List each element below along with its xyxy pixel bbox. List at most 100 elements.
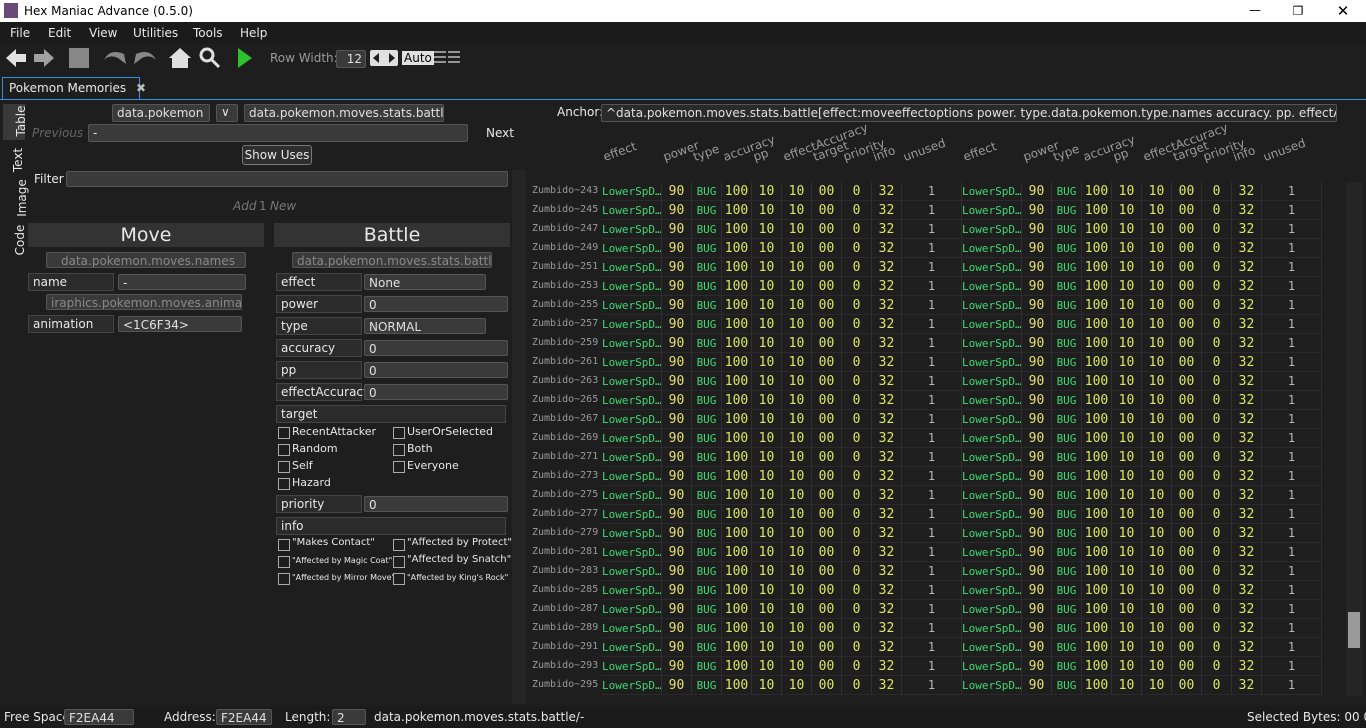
grid-cell[interactable]: 10 — [782, 619, 812, 638]
grid-cell[interactable]: 0 — [842, 334, 872, 353]
grid-cell[interactable]: BUG — [1052, 581, 1082, 600]
grid-cell[interactable]: 100 — [722, 467, 752, 486]
grid-cell[interactable]: 32 — [1232, 600, 1262, 619]
grid-cell[interactable]: 100 — [1082, 448, 1112, 467]
grid-cell[interactable]: 10 — [782, 277, 812, 296]
grid-cell[interactable]: 10 — [782, 239, 812, 258]
minimize-button[interactable]: — — [1249, 3, 1261, 17]
grid-cell[interactable]: 1 — [1262, 182, 1322, 201]
grid-cell[interactable]: 90 — [662, 220, 692, 239]
grid-cell[interactable]: BUG — [692, 467, 722, 486]
grid-cell[interactable]: 00 — [812, 372, 842, 391]
grid-cell[interactable]: 100 — [722, 201, 752, 220]
grid-cell[interactable]: 90 — [1022, 391, 1052, 410]
grid-cell[interactable]: 10 — [1142, 239, 1172, 258]
grid-cell[interactable]: 90 — [662, 619, 692, 638]
grid-cell[interactable]: BUG — [1052, 448, 1082, 467]
grid-cell[interactable]: 0 — [1202, 277, 1232, 296]
menu-item[interactable]: Utilities — [133, 26, 179, 40]
grid-cell[interactable]: 10 — [1112, 524, 1142, 543]
grid-cell[interactable]: BUG — [1052, 524, 1082, 543]
grid-cell[interactable]: 0 — [842, 429, 872, 448]
document-tab[interactable]: Pokemon Memories ✖ — [2, 77, 146, 99]
grid-cell[interactable]: 00 — [1172, 524, 1202, 543]
grid-cell[interactable]: 10 — [752, 448, 782, 467]
grid-cell[interactable]: 100 — [1082, 619, 1112, 638]
grid-cell[interactable]: LowerSpD… — [602, 277, 662, 296]
grid-cell[interactable]: LowerSpD… — [962, 201, 1022, 220]
grid-cell[interactable]: 1 — [902, 600, 962, 619]
grid-cell[interactable]: 1 — [902, 505, 962, 524]
grid-cell[interactable]: 90 — [662, 334, 692, 353]
grid-cell[interactable]: 0 — [842, 657, 872, 676]
grid-cell[interactable]: 100 — [1082, 201, 1112, 220]
grid-cell[interactable]: 10 — [1112, 505, 1142, 524]
checkbox[interactable] — [278, 444, 290, 456]
grid-cell[interactable]: BUG — [692, 562, 722, 581]
grid-cell[interactable]: 1 — [1262, 581, 1322, 600]
grid-cell[interactable]: 10 — [782, 182, 812, 201]
grid-cell[interactable]: 1 — [1262, 467, 1322, 486]
grid-cell[interactable]: LowerSpD… — [602, 448, 662, 467]
grid-cell[interactable]: 1 — [1262, 239, 1322, 258]
grid-cell[interactable]: 90 — [1022, 372, 1052, 391]
grid-cell[interactable]: 00 — [1172, 410, 1202, 429]
grid-cell[interactable]: 10 — [752, 600, 782, 619]
grid-cell[interactable]: 90 — [662, 638, 692, 657]
grid-cell[interactable]: 90 — [1022, 258, 1052, 277]
grid-cell[interactable]: 100 — [722, 581, 752, 600]
grid-cell[interactable]: LowerSpD… — [602, 524, 662, 543]
checkbox[interactable] — [278, 556, 290, 568]
grid-cell[interactable]: 32 — [872, 524, 902, 543]
battle-field-value[interactable]: 0 — [364, 296, 508, 312]
grid-cell[interactable]: 0 — [1202, 676, 1232, 695]
grid-cell[interactable]: 10 — [1112, 391, 1142, 410]
grid-cell[interactable]: 100 — [1082, 467, 1112, 486]
grid-cell[interactable]: LowerSpD… — [962, 220, 1022, 239]
grid-cell[interactable]: 90 — [662, 467, 692, 486]
grid-cell[interactable]: 90 — [1022, 543, 1052, 562]
grid-cell[interactable]: 100 — [722, 296, 752, 315]
grid-cell[interactable]: 1 — [902, 353, 962, 372]
grid-cell[interactable]: 1 — [1262, 524, 1322, 543]
grid-cell[interactable]: 10 — [782, 372, 812, 391]
grid-cell[interactable]: 10 — [1112, 277, 1142, 296]
grid-cell[interactable]: 00 — [1172, 543, 1202, 562]
grid-cell[interactable]: BUG — [1052, 315, 1082, 334]
grid-cell[interactable]: 10 — [752, 562, 782, 581]
grid-cell[interactable]: 00 — [1172, 258, 1202, 277]
grid-cell[interactable]: LowerSpD… — [602, 315, 662, 334]
grid-cell[interactable]: 00 — [1172, 638, 1202, 657]
grid-cell[interactable]: 100 — [722, 543, 752, 562]
grid-cell[interactable]: 1 — [902, 448, 962, 467]
grid-cell[interactable]: 00 — [812, 657, 842, 676]
grid-cell[interactable]: 0 — [842, 505, 872, 524]
checkbox[interactable] — [393, 461, 405, 473]
stretch-icon[interactable] — [370, 50, 398, 66]
grid-cell[interactable]: 90 — [1022, 448, 1052, 467]
grid-cell[interactable]: 90 — [1022, 410, 1052, 429]
grid-cell[interactable]: 32 — [872, 600, 902, 619]
path-root[interactable]: data.pokemon — [112, 104, 210, 122]
grid-cell[interactable]: 00 — [1172, 315, 1202, 334]
grid-cell[interactable]: 1 — [1262, 353, 1322, 372]
grid-cell[interactable]: 00 — [812, 467, 842, 486]
grid-cell[interactable]: BUG — [1052, 410, 1082, 429]
checkbox[interactable] — [393, 573, 405, 585]
grid-cell[interactable]: 100 — [722, 410, 752, 429]
grid-cell[interactable]: 00 — [812, 201, 842, 220]
grid-cell[interactable]: 100 — [1082, 277, 1112, 296]
grid-cell[interactable]: 1 — [902, 296, 962, 315]
grid-cell[interactable]: BUG — [692, 524, 722, 543]
grid-cell[interactable]: 90 — [1022, 239, 1052, 258]
add-count[interactable]: 1 — [259, 199, 267, 213]
grid-cell[interactable]: 0 — [1202, 619, 1232, 638]
grid-cell[interactable]: 00 — [1172, 619, 1202, 638]
grid-cell[interactable]: 100 — [1082, 239, 1112, 258]
grid-cell[interactable]: 90 — [1022, 182, 1052, 201]
grid-cell[interactable]: BUG — [692, 505, 722, 524]
grid-cell[interactable]: 10 — [1142, 543, 1172, 562]
grid-cell[interactable]: 90 — [662, 429, 692, 448]
auto-button[interactable]: Auto — [402, 51, 434, 65]
grid-cell[interactable]: 0 — [842, 638, 872, 657]
